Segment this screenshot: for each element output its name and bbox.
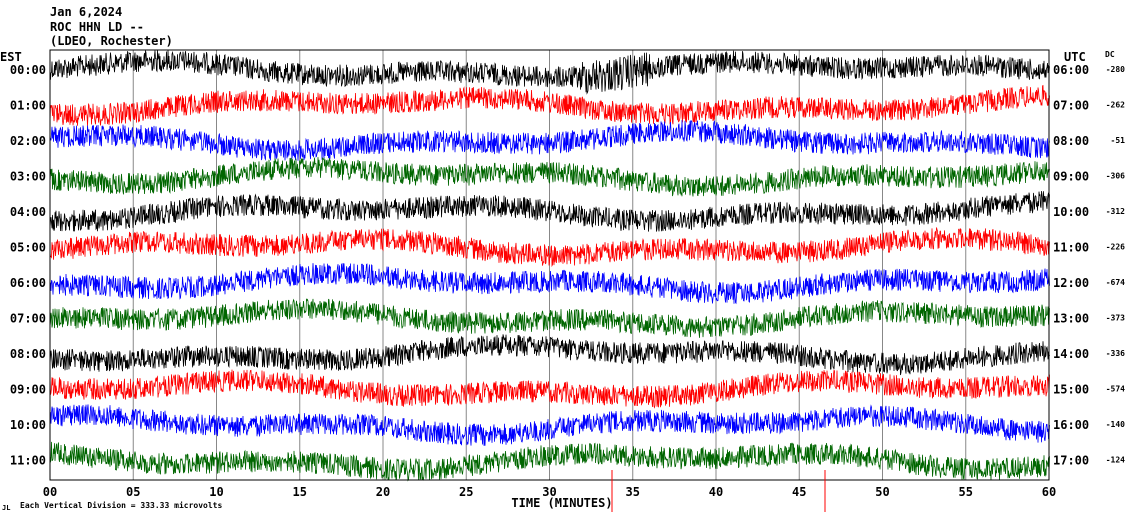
utc-hour-label: 08:00	[1053, 134, 1089, 148]
trace-line	[49, 334, 1050, 376]
trace-line	[49, 404, 1050, 446]
est-hour-label: 11:00	[10, 454, 46, 468]
x-tick-label: 55	[959, 485, 973, 499]
header-network: (LDEO, Rochester)	[50, 34, 173, 48]
est-hour-label: 08:00	[10, 347, 46, 361]
utc-hour-label: 16:00	[1053, 418, 1089, 432]
x-tick-labels: 00 05 10 15 20 25 30 35 40 45 50 55 60	[43, 485, 1056, 499]
est-hour-label: 05:00	[10, 241, 46, 255]
grid	[49, 50, 1050, 480]
est-hour-label: 09:00	[10, 383, 46, 397]
est-hour-label: 06:00	[10, 276, 46, 290]
dc-offset-label: -124	[1106, 456, 1125, 465]
est-hour-label: 03:00	[10, 170, 46, 184]
est-hour-label: 10:00	[10, 418, 46, 432]
dc-offset-label: -373	[1106, 314, 1125, 323]
x-tick-label: 05	[126, 485, 140, 499]
dc-offset-label: -674	[1106, 278, 1125, 287]
x-tick-label: 50	[875, 485, 889, 499]
trace-line	[49, 50, 1050, 95]
x-tick-label: 10	[209, 485, 223, 499]
dc-offset-label: -140	[1106, 420, 1125, 429]
footer-note: Each Vertical Division = 333.33 microvol…	[20, 500, 222, 510]
utc-hour-label: 17:00	[1053, 454, 1089, 468]
x-tick-label: 25	[459, 485, 473, 499]
trace-line	[49, 227, 1050, 268]
dc-offset-label: -312	[1106, 207, 1125, 216]
x-tick-label: 35	[626, 485, 640, 499]
trace-line	[49, 84, 1050, 126]
header-station: ROC HHN LD --	[50, 20, 144, 34]
trace-line	[49, 120, 1050, 161]
utc-hour-label: 14:00	[1053, 347, 1089, 361]
trace-line	[49, 157, 1050, 197]
trace-line	[49, 441, 1050, 482]
utc-hour-label: 10:00	[1053, 205, 1089, 219]
utc-hour-label: 09:00	[1053, 170, 1089, 184]
utc-hour-label: 12:00	[1053, 276, 1089, 290]
plot-frame	[49, 49, 1050, 481]
dc-offset-label: -306	[1106, 172, 1125, 181]
x-tick-label: 45	[792, 485, 806, 499]
x-tick-label: 60	[1042, 485, 1056, 499]
est-hour-label: 00:00	[10, 63, 46, 77]
dc-offset-label: -226	[1106, 243, 1125, 252]
x-axis-label: TIME (MINUTES)	[511, 496, 612, 510]
traces	[49, 50, 1050, 482]
utc-hour-label: 11:00	[1053, 241, 1089, 255]
x-tick-label: 30	[542, 485, 556, 499]
dc-offset-label: -336	[1106, 349, 1125, 358]
dc-header-label: DC	[1105, 50, 1115, 59]
x-tick-label: 20	[376, 485, 390, 499]
utc-hour-label: 13:00	[1053, 312, 1089, 326]
trace-line	[49, 191, 1050, 232]
est-hour-label: 02:00	[10, 134, 46, 148]
dc-offset-label: -51	[1111, 136, 1126, 145]
dc-offset-label: -574	[1106, 385, 1125, 394]
right-zone-label: UTC	[1064, 50, 1086, 64]
utc-hour-label: 15:00	[1053, 383, 1089, 397]
est-hour-label: 04:00	[10, 205, 46, 219]
header-date: Jan 6,2024	[50, 5, 122, 19]
trace-labels: 00:00 06:00 -280 01:00 07:00 -262 02:00 08:00 -5…	[10, 63, 1125, 468]
dc-offset-label: -280	[1106, 65, 1125, 74]
est-hour-label: 01:00	[10, 99, 46, 113]
event-markers	[611, 470, 826, 512]
x-tick-label: 40	[709, 485, 723, 499]
utc-hour-label: 07:00	[1053, 99, 1089, 113]
trace-line	[49, 263, 1050, 305]
utc-hour-label: 06:00	[1053, 63, 1089, 77]
x-tick-label: 00	[43, 485, 57, 499]
trace-line	[49, 369, 1050, 409]
footer-logo-mark: JL	[2, 504, 10, 512]
est-hour-label: 07:00	[10, 312, 46, 326]
dc-offset-label: -262	[1106, 101, 1125, 110]
x-tick-label: 15	[293, 485, 307, 499]
trace-line	[49, 298, 1050, 338]
left-zone-label: EST	[0, 50, 22, 64]
